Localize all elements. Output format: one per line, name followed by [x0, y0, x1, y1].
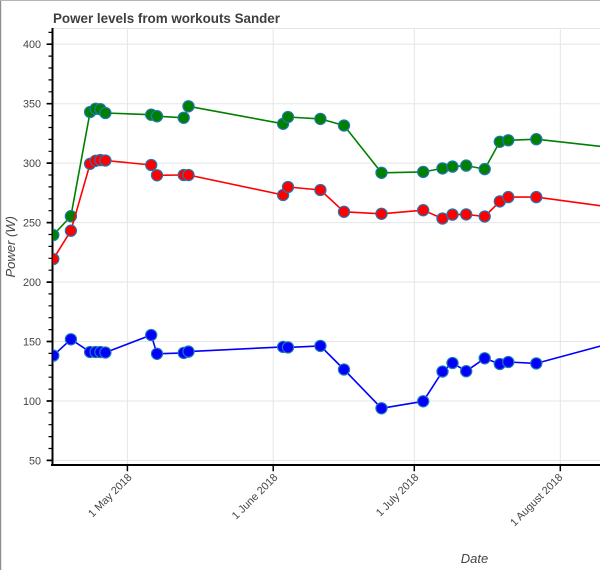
svg-text:Power levels from workouts San: Power levels from workouts Sander — [53, 11, 281, 26]
svg-text:100: 100 — [23, 396, 41, 408]
svg-text:300: 300 — [23, 158, 41, 170]
svg-text:350: 350 — [23, 99, 41, 111]
svg-text:Date: Date — [461, 551, 488, 566]
svg-text:250: 250 — [23, 218, 41, 230]
svg-text:50: 50 — [29, 455, 41, 467]
svg-text:150: 150 — [23, 337, 41, 349]
svg-text:Power (W): Power (W) — [3, 216, 18, 277]
svg-text:200: 200 — [23, 277, 41, 289]
svg-text:400: 400 — [23, 39, 41, 51]
